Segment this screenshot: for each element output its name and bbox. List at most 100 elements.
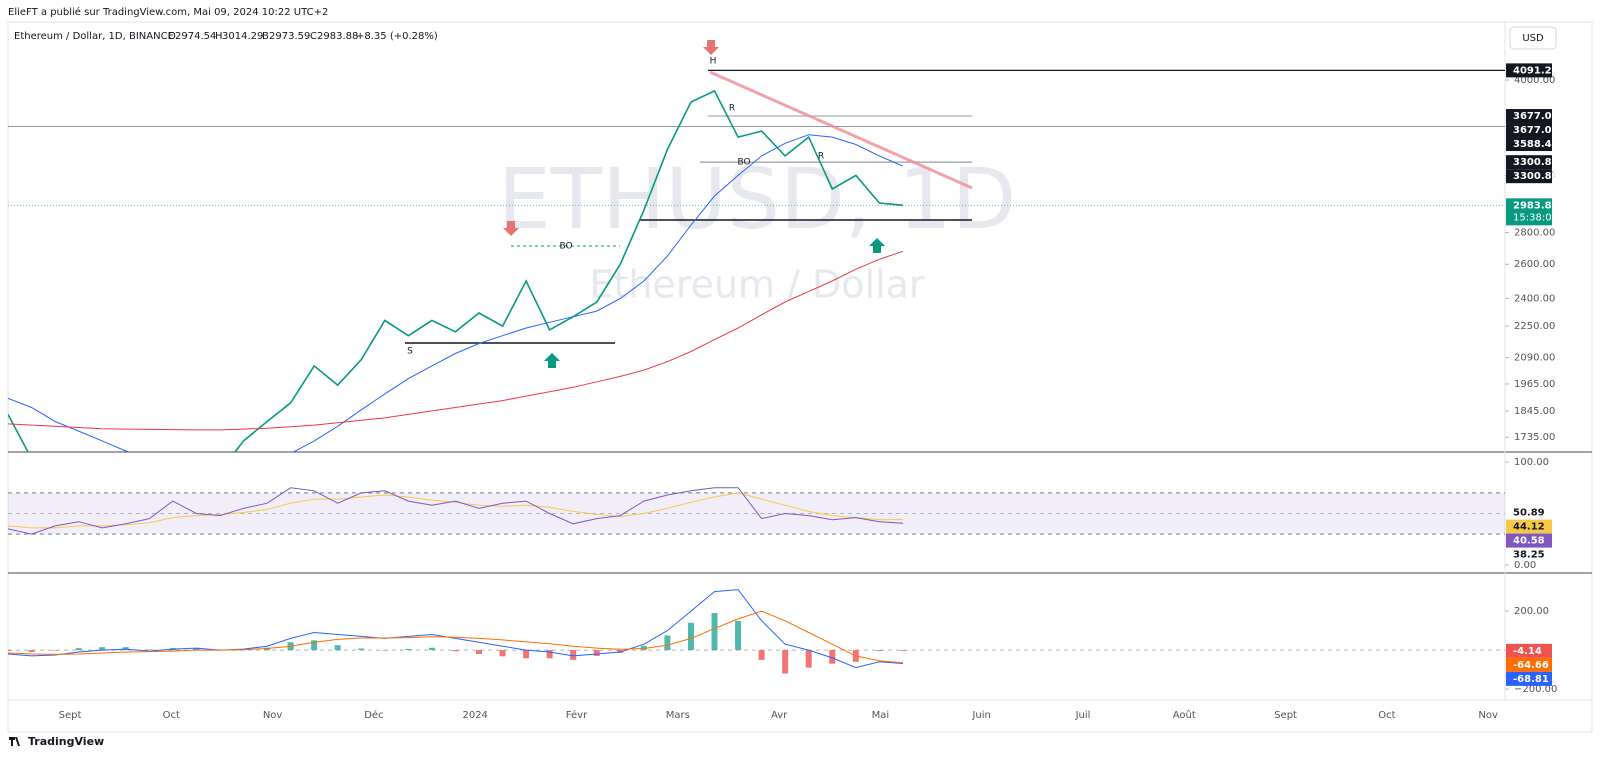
countdown: 15:38:00: [1513, 212, 1558, 223]
watermark: ETHUSD, 1D: [498, 150, 1017, 248]
histogram-bar: [28, 650, 35, 653]
histogram-bar: [381, 650, 388, 651]
histogram-bar: [311, 640, 318, 651]
histogram-bar: [334, 645, 341, 651]
rsi-label: 40.58: [1513, 536, 1545, 547]
level-label-bg: [1506, 155, 1552, 170]
y-tick-label: 1845.00: [1514, 406, 1555, 417]
legend-close: 2983.88: [317, 31, 358, 42]
legend-symbol: Ethereum / Dollar, 1D, BINANCE: [14, 31, 174, 42]
time-label: Oct: [1378, 710, 1395, 721]
level-label: 3300.88: [1513, 157, 1559, 168]
y-tick-label: 1965.00: [1514, 379, 1555, 390]
currency[interactable]: USD: [1522, 33, 1544, 44]
y-tick-label: 2400.00: [1514, 293, 1555, 304]
series-line: [8, 134, 904, 452]
histogram-bar: [899, 650, 906, 651]
annotation: BO: [737, 158, 750, 168]
pane: [8, 487, 1505, 535]
level-label: 3300.88: [1513, 171, 1559, 182]
level-label-bg: [1506, 63, 1552, 78]
currency-box[interactable]: [1509, 26, 1557, 50]
annotation: R: [818, 152, 824, 162]
level-label-bg: [1506, 109, 1552, 124]
histogram-bar: [735, 620, 742, 651]
histogram-bar: [876, 650, 883, 652]
level-label-bg: [1506, 123, 1552, 138]
histogram-bar: [617, 650, 624, 653]
annotation: R: [729, 104, 735, 114]
histogram-bar: [640, 645, 647, 651]
arrow-down: [503, 221, 519, 236]
level-label-bg: [1506, 137, 1552, 152]
time-label: Mars: [666, 710, 690, 721]
macd-label: -64.66: [1513, 660, 1549, 671]
level-label: 3677.07: [1513, 125, 1559, 136]
series-line: [8, 610, 903, 664]
watermark-sub: Ethereum / Dollar: [589, 263, 925, 307]
histogram-bar: [829, 650, 836, 664]
level-label: 4091.22: [1513, 65, 1559, 76]
histogram-bar: [358, 648, 365, 651]
logo-icon: [9, 737, 20, 746]
legend-high: 3014.29: [222, 31, 263, 42]
histogram-bar: [570, 650, 577, 660]
level-label-bg: [1506, 169, 1552, 184]
level-label: 3588.44: [1513, 139, 1559, 150]
legend-open: 2974.54: [175, 31, 216, 42]
histogram-bar: [664, 635, 671, 651]
annotation: S: [407, 347, 413, 357]
time-label: Août: [1173, 709, 1196, 721]
macd-label: -68.81: [1513, 674, 1549, 685]
legend-change: +8.35 (+0.28%): [356, 31, 438, 42]
y-tick-label: 0.00: [1514, 560, 1536, 571]
time-label: Déc: [364, 709, 383, 721]
time-label: Oct: [163, 710, 180, 721]
time-label: Sept: [59, 710, 82, 721]
histogram-bar: [593, 650, 600, 656]
last-price-bg: [1506, 198, 1552, 226]
frame: [7, 21, 1593, 733]
histogram-bar: [805, 650, 812, 668]
legend-o: O: [168, 31, 176, 42]
y-tick-label: −200.00: [1514, 684, 1557, 695]
time-label: Mai: [872, 710, 890, 721]
pane: [8, 589, 1505, 674]
legend-b: B: [262, 31, 269, 42]
legend-c: C: [310, 31, 317, 42]
time-label: Avr: [771, 710, 788, 721]
histogram-bar: [428, 647, 435, 651]
histogram-bar: [711, 613, 718, 651]
histogram-bar: [523, 650, 530, 659]
histogram-bar: [75, 648, 82, 651]
legend: Ethereum / Dollar, 1D, BINANCE O 2974.54…: [14, 31, 438, 42]
y-tick-label: 2600.00: [1514, 259, 1555, 270]
series-line: [8, 89, 903, 452]
macd-label-bg: [1506, 643, 1552, 658]
y-tick-label: 4000.00: [1514, 75, 1555, 86]
y-tick-label: 2250.00: [1514, 321, 1555, 332]
macd-label: -4.14: [1513, 646, 1542, 657]
histogram-bar: [687, 622, 694, 651]
arrow-up: [544, 353, 560, 368]
rsi-label: 50.89: [1513, 508, 1545, 519]
rsi-label: 44.12: [1513, 522, 1545, 533]
series-line: [8, 487, 903, 535]
y-tick-label: 2090.00: [1514, 353, 1555, 364]
legend-low: 2973.59: [269, 31, 310, 42]
publisher: ElieFT a publié sur TradingView.com, Mai…: [8, 6, 328, 18]
histogram-bar: [146, 649, 153, 651]
histogram-bar: [758, 650, 765, 660]
histogram-bar: [452, 650, 459, 652]
histogram-bar: [499, 650, 506, 657]
macd-label-bg: [1506, 657, 1552, 672]
time-label: Févr: [566, 709, 588, 721]
pane: ETHUSD, 1D Ethereum / Dollar H R R BO BO S: [8, 40, 1505, 452]
annotation: BO: [559, 242, 572, 252]
rsi-label-bg: [1506, 519, 1552, 534]
time-label: Juin: [971, 710, 990, 721]
trendline: [709, 70, 973, 190]
histogram-bar: [193, 648, 200, 651]
time-label: Nov: [263, 710, 283, 721]
